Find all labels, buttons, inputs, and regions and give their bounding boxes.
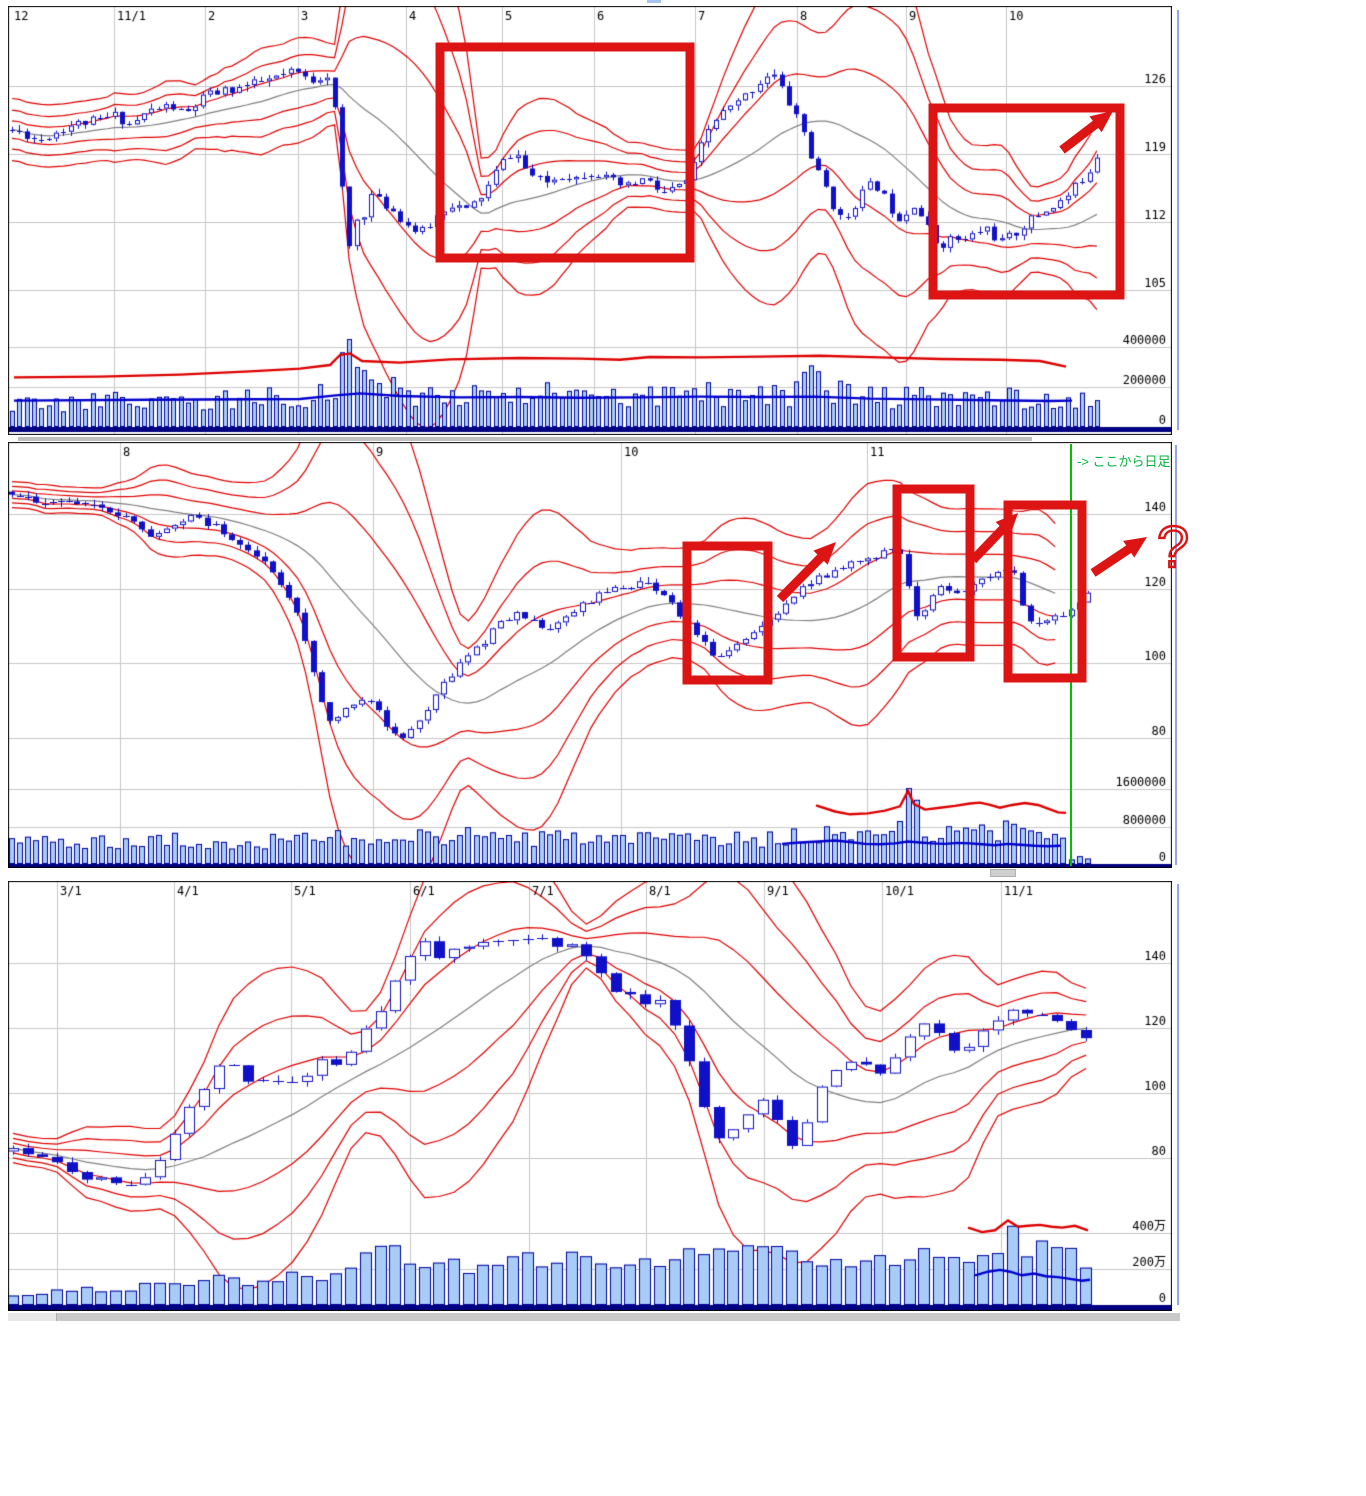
- horizontal-scrollbar-middle-thumb[interactable]: [990, 869, 1016, 877]
- hourly-chart-canvas: [8, 6, 1172, 435]
- right-frame-line-top: [1177, 10, 1179, 430]
- horizontal-scrollbar-bottom[interactable]: [8, 1313, 1180, 1321]
- horizontal-scrollbar-top[interactable]: [18, 437, 1032, 441]
- right-frame-line-middle: [1175, 445, 1177, 865]
- daily-from-here-label: -> ここから日足: [1077, 454, 1171, 469]
- weekly-chart-panel: [8, 881, 1172, 1311]
- two-hour-daily-chart-panel: [8, 442, 1172, 868]
- horizontal-scrollbar-bottom-thumb[interactable]: [8, 1313, 57, 1321]
- two-hour-daily-chart-canvas: [8, 442, 1172, 868]
- right-frame-line-bottom: [1177, 884, 1179, 1305]
- weekly-chart-canvas: [8, 881, 1172, 1311]
- hourly-chart-panel: [8, 6, 1172, 435]
- window-artifact: [647, 0, 661, 3]
